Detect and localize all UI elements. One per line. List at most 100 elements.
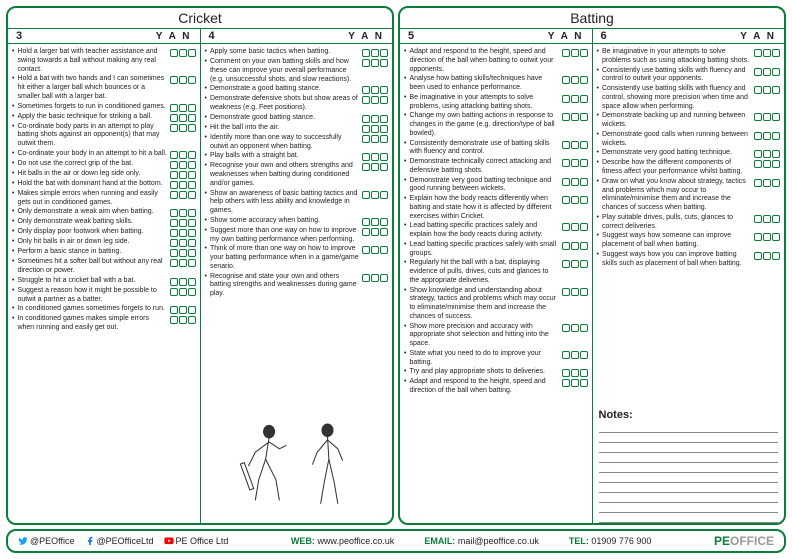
checkbox[interactable] (362, 191, 370, 199)
checkbox[interactable] (179, 306, 187, 314)
checkbox[interactable] (580, 351, 588, 359)
checkbox[interactable] (170, 229, 178, 237)
checkbox[interactable] (371, 218, 379, 226)
checkbox[interactable] (571, 242, 579, 250)
checkbox[interactable] (763, 252, 771, 260)
checkbox[interactable] (562, 351, 570, 359)
check-boxes[interactable] (362, 152, 388, 161)
checkbox[interactable] (571, 76, 579, 84)
check-boxes[interactable] (170, 277, 196, 286)
check-boxes[interactable] (170, 113, 196, 122)
check-boxes[interactable] (562, 222, 588, 231)
check-boxes[interactable] (170, 103, 196, 112)
checkbox[interactable] (179, 229, 187, 237)
checkbox[interactable] (170, 161, 178, 169)
checkbox[interactable] (188, 278, 196, 286)
checkbox[interactable] (772, 113, 780, 121)
checkbox[interactable] (562, 49, 570, 57)
checkbox[interactable] (772, 132, 780, 140)
checkbox[interactable] (362, 49, 370, 57)
check-boxes[interactable] (754, 85, 780, 94)
check-boxes[interactable] (562, 94, 588, 103)
checkbox[interactable] (179, 181, 187, 189)
checkbox[interactable] (562, 288, 570, 296)
check-boxes[interactable] (562, 195, 588, 204)
check-boxes[interactable] (362, 124, 388, 133)
check-boxes[interactable] (170, 48, 196, 57)
checkbox[interactable] (754, 86, 762, 94)
check-boxes[interactable] (170, 75, 196, 84)
check-boxes[interactable] (754, 214, 780, 223)
checkbox[interactable] (763, 160, 771, 168)
checkbox[interactable] (188, 181, 196, 189)
checkbox[interactable] (170, 181, 178, 189)
checkbox[interactable] (562, 379, 570, 387)
checkbox[interactable] (362, 246, 370, 254)
check-boxes[interactable] (562, 378, 588, 387)
checkbox[interactable] (188, 249, 196, 257)
check-boxes[interactable] (562, 48, 588, 57)
check-boxes[interactable] (170, 258, 196, 267)
checkbox[interactable] (170, 316, 178, 324)
checkbox[interactable] (562, 141, 570, 149)
checkbox[interactable] (571, 260, 579, 268)
checkbox[interactable] (772, 160, 780, 168)
checkbox[interactable] (571, 159, 579, 167)
checkbox[interactable] (754, 49, 762, 57)
checkbox[interactable] (188, 316, 196, 324)
checkbox[interactable] (562, 95, 570, 103)
check-boxes[interactable] (170, 150, 196, 159)
checkbox[interactable] (763, 86, 771, 94)
note-line[interactable] (599, 433, 779, 443)
check-boxes[interactable] (562, 368, 588, 377)
checkbox[interactable] (170, 306, 178, 314)
checkbox[interactable] (754, 233, 762, 241)
checkbox[interactable] (188, 114, 196, 122)
checkbox[interactable] (571, 113, 579, 121)
check-boxes[interactable] (362, 134, 388, 143)
check-boxes[interactable] (362, 58, 388, 67)
note-line[interactable] (599, 453, 779, 463)
check-boxes[interactable] (362, 48, 388, 57)
checkbox[interactable] (170, 209, 178, 217)
check-boxes[interactable] (362, 114, 388, 123)
note-line[interactable] (599, 443, 779, 453)
check-boxes[interactable] (170, 123, 196, 132)
note-line[interactable] (599, 493, 779, 503)
check-boxes[interactable] (362, 190, 388, 199)
checkbox[interactable] (380, 135, 388, 143)
checkbox[interactable] (772, 233, 780, 241)
checkbox[interactable] (580, 369, 588, 377)
check-boxes[interactable] (754, 112, 780, 121)
checkbox[interactable] (188, 306, 196, 314)
check-boxes[interactable] (170, 180, 196, 189)
checkbox[interactable] (580, 379, 588, 387)
checkbox[interactable] (763, 179, 771, 187)
checkbox[interactable] (362, 135, 370, 143)
checkbox[interactable] (571, 95, 579, 103)
checkbox[interactable] (562, 260, 570, 268)
check-boxes[interactable] (362, 95, 388, 104)
checkbox[interactable] (170, 49, 178, 57)
checkbox[interactable] (371, 246, 379, 254)
checkbox[interactable] (562, 369, 570, 377)
checkbox[interactable] (362, 59, 370, 67)
checkbox[interactable] (562, 223, 570, 231)
checkbox[interactable] (170, 114, 178, 122)
checkbox[interactable] (362, 228, 370, 236)
checkbox[interactable] (580, 49, 588, 57)
checkbox[interactable] (188, 171, 196, 179)
checkbox[interactable] (179, 76, 187, 84)
checkbox[interactable] (179, 209, 187, 217)
checkbox[interactable] (170, 278, 178, 286)
checkbox[interactable] (571, 369, 579, 377)
checkbox[interactable] (188, 104, 196, 112)
checkbox[interactable] (179, 171, 187, 179)
check-boxes[interactable] (754, 149, 780, 158)
check-boxes[interactable] (362, 85, 388, 94)
checkbox[interactable] (179, 49, 187, 57)
checkbox[interactable] (571, 288, 579, 296)
checkbox[interactable] (772, 150, 780, 158)
checkbox[interactable] (772, 215, 780, 223)
checkbox[interactable] (170, 151, 178, 159)
